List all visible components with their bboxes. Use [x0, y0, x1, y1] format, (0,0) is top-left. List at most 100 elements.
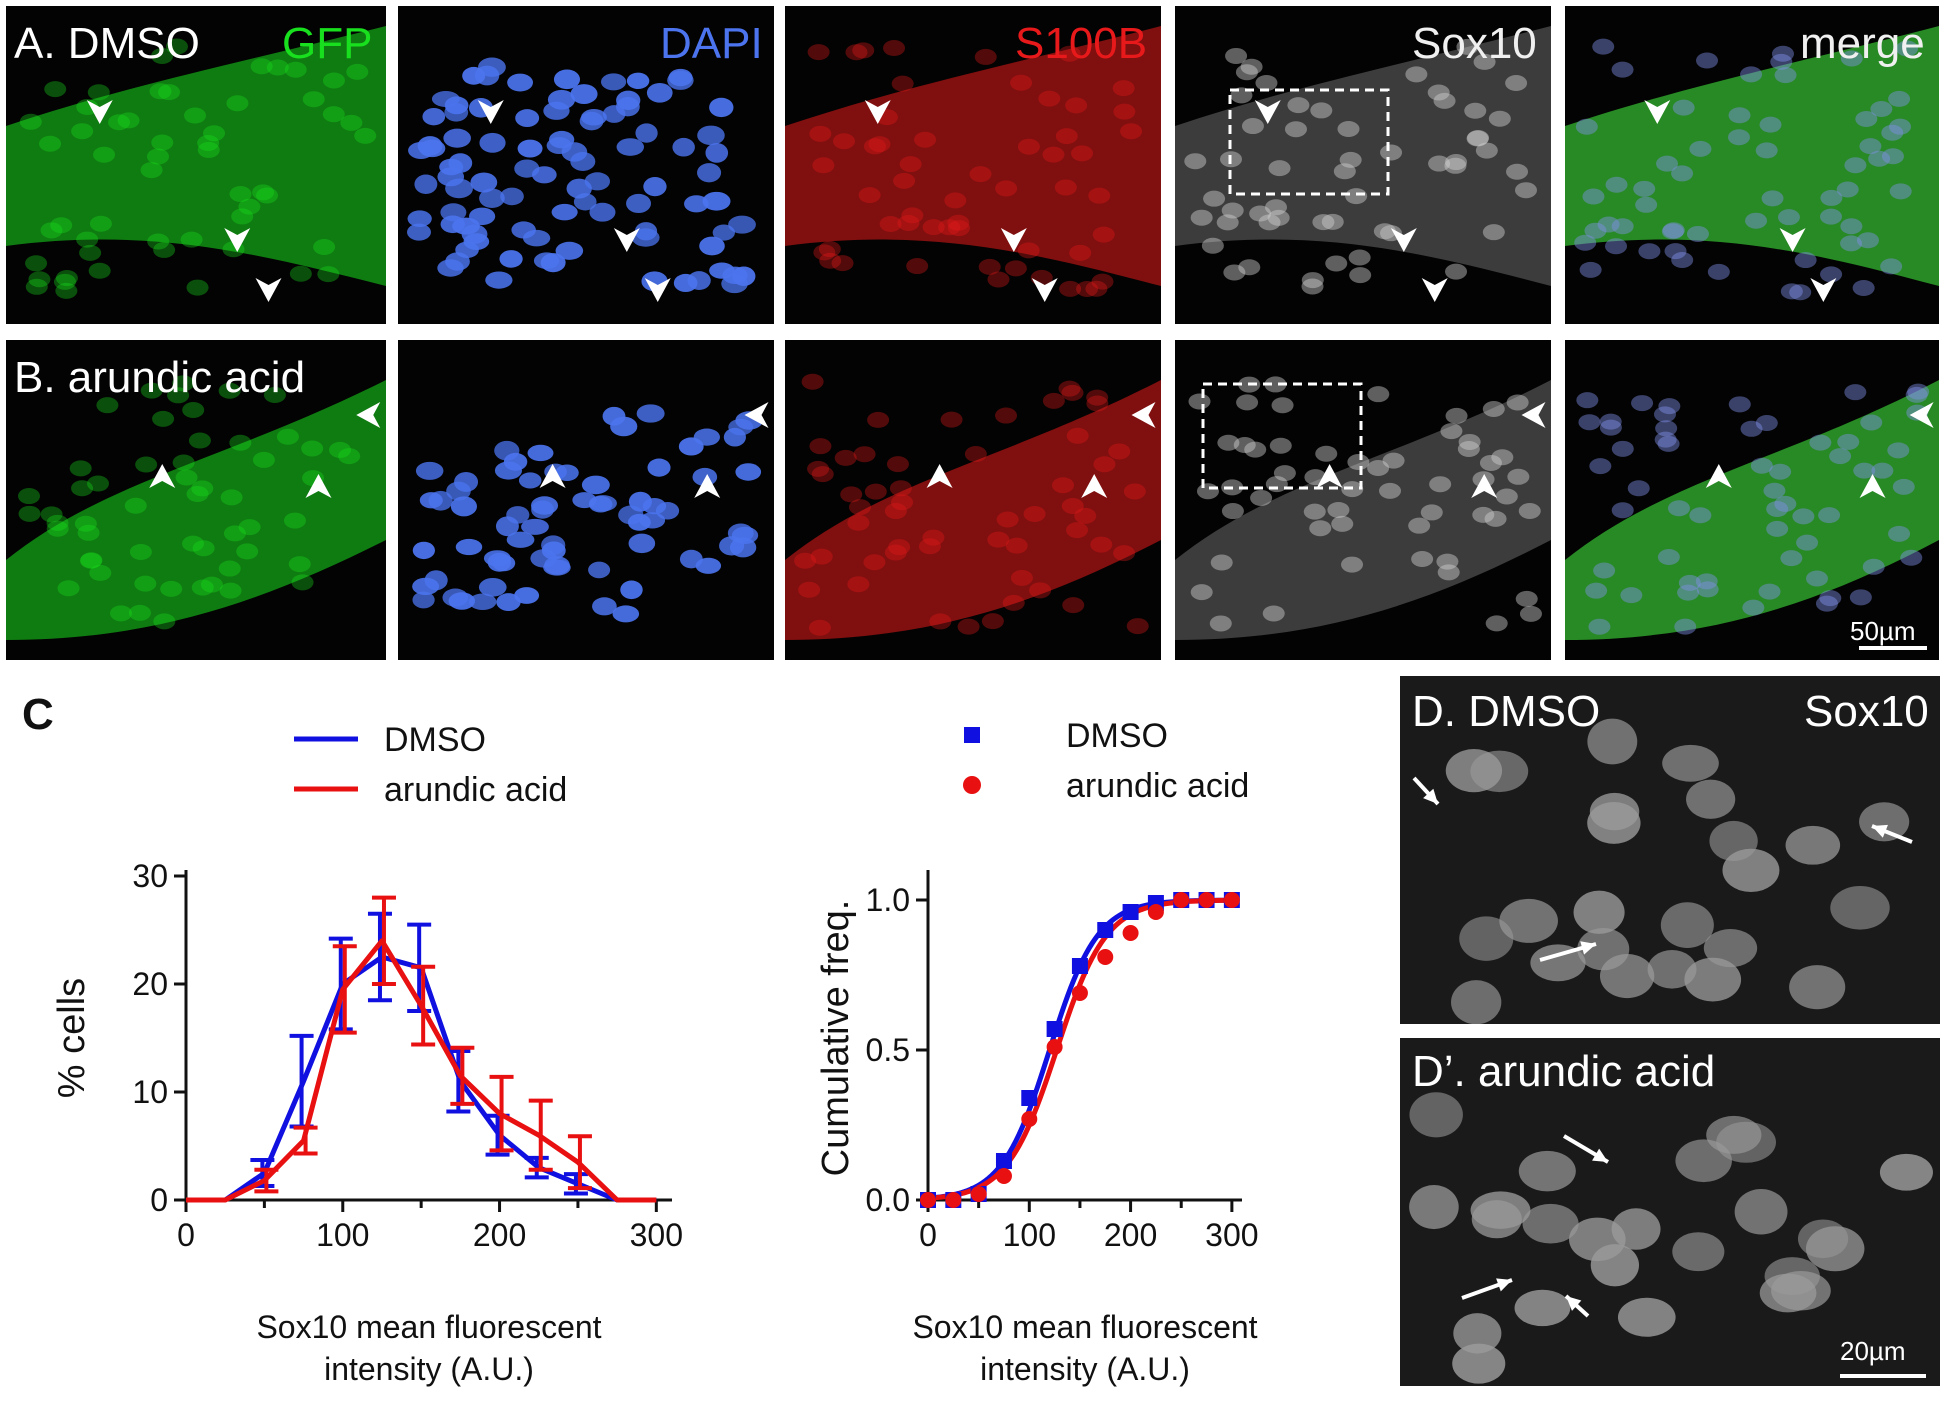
data-point	[945, 1192, 962, 1208]
data-point	[995, 1168, 1012, 1184]
inset-box	[1201, 382, 1363, 490]
y-axis-label: % cells	[51, 978, 93, 1098]
micrograph-b-gfp	[6, 340, 386, 660]
y-tick-label: 20	[132, 966, 168, 1002]
channel-label-dapi: DAPI	[660, 19, 763, 68]
data-point	[1021, 1111, 1038, 1127]
arrowhead-icon	[1779, 228, 1806, 252]
panel-d-prime-label: D’. arundic acid	[1412, 1047, 1716, 1096]
arrowhead-icon	[1909, 402, 1934, 428]
x-tick-label: 100	[316, 1217, 369, 1253]
arrowhead-icon	[694, 474, 721, 498]
panel-d-image: D. DMSO Sox10	[1400, 676, 1940, 1024]
channel-label-s100b: S100B	[1015, 19, 1148, 68]
x-tick-label: 100	[1003, 1217, 1056, 1253]
row-b-label: B. arundic acid	[14, 353, 306, 402]
y-axis-label: Cumulative freq.	[815, 900, 857, 1177]
data-point	[1122, 925, 1139, 941]
data-point	[1173, 892, 1190, 908]
arrowhead-icon	[356, 402, 381, 428]
fit-curve-0	[927, 897, 1232, 1201]
arrowhead-icon	[926, 464, 953, 488]
arrowhead-icon	[744, 402, 769, 428]
x-axis-label: intensity (A.U.)	[324, 1351, 534, 1387]
panel-c-letter: C	[22, 690, 54, 739]
x-tick-label: 300	[1205, 1217, 1258, 1253]
y-tick-label: 30	[132, 858, 168, 894]
arrowhead-icon	[1000, 228, 1027, 252]
micrograph-a-sox10	[1175, 6, 1551, 324]
arrowhead-icon	[1705, 464, 1732, 488]
arrowhead-icon	[1859, 474, 1886, 498]
legend-marker-1	[963, 776, 981, 794]
arrowhead-icon	[864, 100, 891, 124]
arrowhead-icon	[1471, 474, 1498, 498]
legend-label-1: arundic acid	[384, 771, 567, 809]
data-point	[1198, 892, 1215, 908]
y-tick-label: 0	[150, 1182, 168, 1218]
x-axis-label: Sox10 mean fluorescent	[256, 1309, 601, 1345]
panel-d-prime-image: D’. arundic acid 20µm	[1400, 1038, 1940, 1386]
data-point	[1097, 922, 1114, 938]
fit-curve-1	[927, 897, 1232, 1201]
arrowhead-icon	[613, 228, 640, 252]
x-axis-label: Sox10 mean fluorescent	[912, 1309, 1257, 1345]
arrowhead-icon	[539, 464, 566, 488]
x-tick-label: 300	[630, 1217, 683, 1253]
data-point	[1097, 949, 1114, 965]
data-point	[995, 1153, 1012, 1169]
inset-box	[1228, 88, 1390, 196]
x-tick-label: 0	[177, 1217, 195, 1253]
legend-label-1: arundic acid	[1066, 767, 1249, 805]
x-tick-label: 200	[1104, 1217, 1157, 1253]
data-point	[1223, 892, 1240, 908]
data-point	[1021, 1090, 1038, 1106]
data-point	[1071, 958, 1088, 974]
arrowhead-icon	[1390, 228, 1417, 252]
y-tick-label: 10	[132, 1074, 168, 1110]
channel-label-sox10: Sox10	[1412, 19, 1537, 68]
scale-bar-top-label: 50µm	[1850, 616, 1916, 646]
channel-label-gfp: GFP	[282, 19, 373, 68]
arrowhead-icon	[305, 474, 332, 498]
data-point	[920, 1192, 936, 1208]
row-a-label: A. DMSO	[14, 19, 200, 68]
data-point	[1122, 904, 1139, 920]
data-point	[970, 1186, 987, 1202]
data-point	[1046, 1039, 1063, 1055]
y-tick-label: 0.0	[866, 1182, 910, 1218]
scale-bar	[1840, 1374, 1926, 1378]
arrowhead-icon	[477, 100, 504, 124]
arrowhead-icon	[1081, 474, 1108, 498]
micrograph-b-s100b	[785, 340, 1161, 660]
arrowhead-icon	[86, 100, 113, 124]
data-point	[1147, 904, 1164, 920]
micrograph-a-s100b	[785, 6, 1161, 324]
micrograph-a-dapi	[398, 6, 774, 324]
arrowhead-icon	[1031, 278, 1058, 302]
legend-label-0: DMSO	[384, 721, 486, 759]
data-point	[1071, 985, 1088, 1001]
micrograph-a-merge	[1565, 6, 1939, 324]
arrowhead-icon	[644, 278, 671, 302]
x-tick-label: 0	[919, 1217, 937, 1253]
arrowhead-icon	[1421, 278, 1448, 302]
micrograph-b-sox10	[1175, 340, 1551, 660]
arrowhead-icon	[224, 228, 251, 252]
micrograph-b-merge	[1565, 340, 1939, 660]
x-tick-label: 200	[473, 1217, 526, 1253]
data-point	[1046, 1021, 1063, 1037]
legend-marker-0	[964, 727, 980, 743]
micrograph-b-dapi	[398, 340, 774, 660]
panel-d-label: D. DMSO	[1412, 687, 1601, 736]
channel-label-merge: merge	[1800, 19, 1925, 68]
panel-d-prime-scale-label: 20µm	[1840, 1336, 1906, 1366]
arrowhead-icon	[1644, 100, 1671, 124]
series-line-1	[186, 938, 657, 1203]
histogram-chart: 0 100 200 300 0 10 20 30 % cells Sox10 mean fluor…	[51, 721, 683, 1387]
arrowhead-icon	[149, 464, 176, 488]
legend-label-0: DMSO	[1066, 717, 1168, 755]
arrowhead-icon	[1521, 402, 1546, 428]
scale-bar	[1859, 646, 1927, 650]
